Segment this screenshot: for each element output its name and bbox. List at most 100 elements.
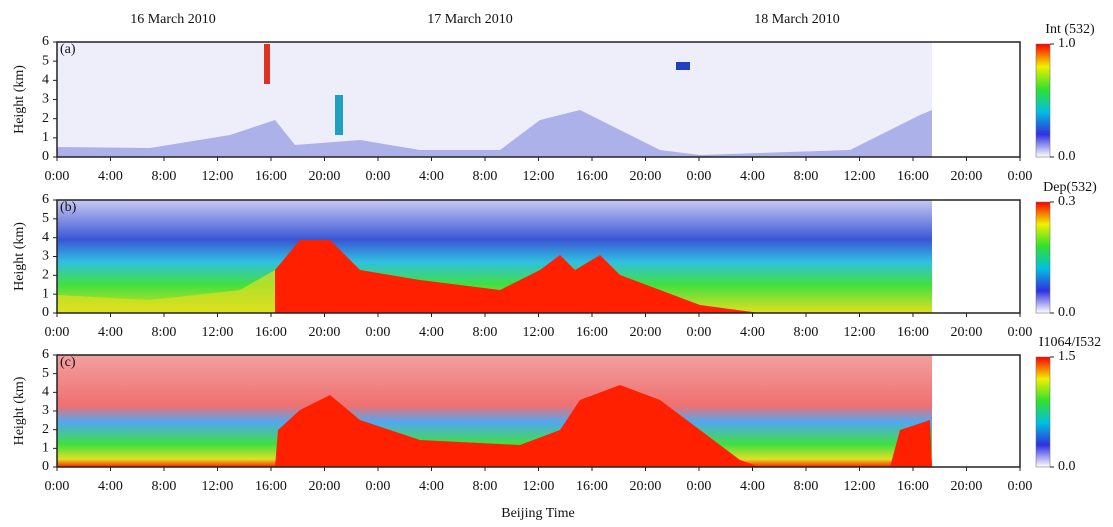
date-label: 16 March 2010 [130, 12, 216, 27]
x-tick-label: 8:00 [473, 325, 498, 340]
x-tick-label: 0:00 [1008, 325, 1033, 340]
panel-label: (a) [60, 42, 76, 57]
y-tick-label: 6 [42, 34, 49, 49]
x-tick-label: 12:00 [844, 479, 876, 494]
x-tick-label: 12:00 [202, 325, 234, 340]
heatmap-c [57, 355, 932, 467]
x-tick-label: 0:00 [1008, 169, 1033, 184]
y-tick-label: 6 [42, 347, 49, 362]
x-tick-label: 8:00 [152, 479, 177, 494]
x-tick-label: 12:00 [844, 325, 876, 340]
x-tick-label: 4:00 [740, 169, 765, 184]
y-tick-label: 3 [42, 403, 49, 418]
y-tick-label: 3 [42, 92, 49, 107]
y-tick-label: 1 [42, 286, 49, 301]
colorbar-label: I1064/I532 [1039, 335, 1101, 350]
x-tick-label: 8:00 [152, 325, 177, 340]
y-tick-label: 4 [42, 385, 49, 400]
x-tick-label: 12:00 [523, 325, 555, 340]
x-tick-label: 20:00 [630, 325, 662, 340]
colorbar-tick-label: 1.0 [1058, 36, 1076, 51]
colorbar [1035, 356, 1051, 468]
y-axis-label: Height (km) [12, 222, 27, 291]
y-tick-label: 5 [42, 53, 49, 68]
y-tick-label: 0 [42, 305, 49, 320]
x-tick-label: 4:00 [98, 169, 123, 184]
x-tick-label: 16:00 [576, 325, 608, 340]
y-tick-label: 1 [42, 130, 49, 145]
x-tick-label: 0:00 [45, 479, 70, 494]
y-axis-label: Height (km) [12, 65, 27, 134]
x-tick-label: 4:00 [419, 169, 444, 184]
x-tick-label: 0:00 [366, 325, 391, 340]
x-tick-label: 4:00 [740, 479, 765, 494]
x-tick-label: 20:00 [951, 169, 983, 184]
x-tick-label: 12:00 [844, 169, 876, 184]
x-tick-label: 16:00 [576, 169, 608, 184]
heatmap-b [57, 200, 932, 313]
x-tick-label: 4:00 [419, 479, 444, 494]
x-tick-label: 0:00 [687, 169, 712, 184]
x-tick-label: 20:00 [951, 325, 983, 340]
x-tick-label: 4:00 [419, 325, 444, 340]
x-tick-label: 0:00 [366, 479, 391, 494]
x-tick-label: 4:00 [98, 325, 123, 340]
colorbar [1035, 201, 1051, 314]
x-tick-label: 0:00 [45, 325, 70, 340]
y-tick-label: 4 [42, 73, 49, 88]
x-axis-label: Beijing Time [501, 506, 575, 521]
y-tick-label: 5 [42, 366, 49, 381]
x-tick-label: 0:00 [687, 479, 712, 494]
y-tick-label: 2 [42, 422, 49, 437]
x-tick-label: 8:00 [794, 325, 819, 340]
panel-label: (b) [60, 200, 77, 215]
x-tick-label: 16:00 [897, 325, 929, 340]
y-tick-label: 3 [42, 249, 49, 264]
x-tick-label: 12:00 [202, 169, 234, 184]
y-tick-label: 0 [42, 149, 49, 164]
colorbar [1035, 43, 1051, 158]
x-tick-label: 20:00 [630, 169, 662, 184]
x-tick-label: 4:00 [740, 325, 765, 340]
heatmap-a [57, 42, 932, 157]
date-label: 18 March 2010 [754, 12, 840, 27]
x-tick-label: 20:00 [951, 479, 983, 494]
x-tick-label: 8:00 [152, 169, 177, 184]
y-tick-label: 4 [42, 230, 49, 245]
x-tick-label: 8:00 [794, 169, 819, 184]
y-tick-label: 5 [42, 211, 49, 226]
x-tick-label: 16:00 [897, 479, 929, 494]
colorbar-tick-label: 0.3 [1058, 194, 1076, 209]
x-tick-label: 12:00 [523, 169, 555, 184]
y-axis-label: Height (km) [12, 376, 27, 445]
x-tick-label: 12:00 [523, 479, 555, 494]
x-tick-label: 20:00 [630, 479, 662, 494]
x-tick-label: 20:00 [309, 479, 341, 494]
colorbar-label: Int (532) [1045, 22, 1095, 37]
y-tick-label: 2 [42, 268, 49, 283]
x-tick-label: 20:00 [309, 169, 341, 184]
colorbar-tick-label: 0.0 [1058, 459, 1076, 474]
x-tick-label: 0:00 [45, 169, 70, 184]
x-tick-label: 16:00 [897, 169, 929, 184]
x-tick-label: 4:00 [98, 479, 123, 494]
x-tick-label: 16:00 [255, 325, 287, 340]
date-label: 17 March 2010 [427, 12, 513, 27]
y-tick-label: 1 [42, 441, 49, 456]
colorbar-tick-label: 1.5 [1058, 349, 1076, 364]
y-tick-label: 6 [42, 192, 49, 207]
y-tick-label: 0 [42, 459, 49, 474]
x-tick-label: 16:00 [255, 169, 287, 184]
x-tick-label: 16:00 [576, 479, 608, 494]
y-tick-label: 2 [42, 111, 49, 126]
colorbar-tick-label: 0.0 [1058, 149, 1076, 164]
x-tick-label: 12:00 [202, 479, 234, 494]
x-tick-label: 0:00 [1008, 479, 1033, 494]
colorbar-label: Dep(532) [1043, 180, 1097, 195]
x-tick-label: 8:00 [794, 479, 819, 494]
x-tick-label: 0:00 [687, 325, 712, 340]
panel-label: (c) [60, 355, 76, 370]
x-tick-label: 8:00 [473, 479, 498, 494]
x-tick-label: 16:00 [255, 479, 287, 494]
